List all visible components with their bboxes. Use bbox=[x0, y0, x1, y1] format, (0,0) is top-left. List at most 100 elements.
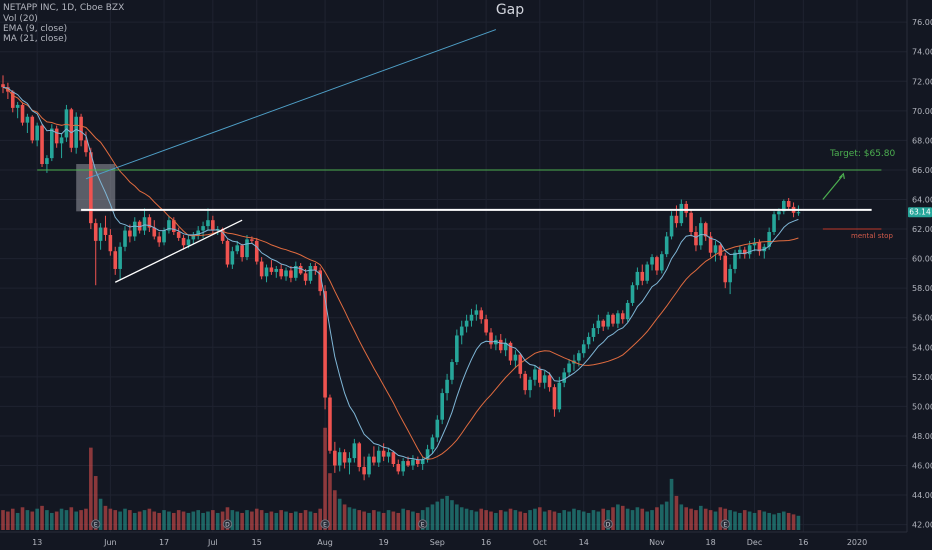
candle-body bbox=[352, 443, 357, 459]
candle-body bbox=[635, 271, 640, 286]
volume-bar bbox=[630, 510, 635, 530]
rising-support-line bbox=[114, 219, 243, 283]
volume-bar bbox=[181, 511, 186, 530]
candle-body bbox=[733, 252, 737, 269]
volume-bar bbox=[6, 511, 10, 530]
candle-body bbox=[606, 314, 610, 327]
candle-body bbox=[723, 255, 728, 283]
event-marker bbox=[418, 519, 428, 529]
x-tick-label: Jun bbox=[103, 538, 117, 547]
volume-bar bbox=[372, 510, 376, 530]
candle-body bbox=[708, 236, 713, 253]
candle-body bbox=[98, 227, 103, 241]
volume-bar bbox=[333, 490, 337, 530]
candle-body bbox=[645, 264, 649, 281]
volume-bar bbox=[152, 511, 157, 530]
candle-body bbox=[391, 452, 396, 465]
candle-body bbox=[664, 236, 669, 255]
candle-body bbox=[64, 109, 69, 138]
volume-bar bbox=[323, 427, 327, 530]
candle-body bbox=[411, 459, 415, 466]
y-tick-label: 64.00 bbox=[912, 196, 932, 205]
candle-body bbox=[333, 450, 337, 466]
volume-bar bbox=[513, 510, 518, 530]
volume-bar bbox=[308, 511, 313, 530]
y-tick-label: 66.00 bbox=[912, 166, 932, 175]
volume-bar bbox=[742, 510, 747, 530]
candle-body bbox=[767, 232, 771, 247]
candle-body bbox=[650, 257, 654, 265]
candle-body bbox=[45, 158, 49, 165]
candle-body bbox=[259, 261, 264, 277]
mental-stop-label: mental stop bbox=[851, 232, 893, 240]
volume-bar bbox=[635, 507, 640, 530]
volume-bar bbox=[1, 510, 5, 530]
volume-bar bbox=[733, 511, 737, 530]
volume-bar bbox=[567, 511, 571, 530]
volume-bar bbox=[294, 511, 298, 530]
candle-body bbox=[157, 236, 161, 243]
volume-bar bbox=[15, 512, 20, 530]
candle-body bbox=[742, 249, 747, 255]
candle-body bbox=[40, 125, 44, 165]
event-marker bbox=[720, 519, 730, 529]
volume-bar bbox=[435, 501, 440, 530]
candle-body bbox=[552, 387, 557, 410]
candle-body bbox=[567, 363, 571, 373]
x-tick-label: 16 bbox=[798, 538, 808, 547]
candle-body bbox=[108, 234, 113, 252]
event-marker-label: E bbox=[421, 522, 425, 529]
x-tick-label: 16 bbox=[481, 538, 491, 547]
volume-bar bbox=[54, 511, 59, 530]
candle-body bbox=[25, 116, 30, 123]
volume-bar bbox=[250, 511, 254, 530]
candle-body bbox=[50, 128, 54, 159]
volume-bar bbox=[523, 512, 527, 530]
y-tick-label: 72.00 bbox=[912, 77, 932, 86]
y-tick-label: 76.00 bbox=[912, 18, 932, 27]
volume-bar bbox=[191, 511, 196, 530]
event-marker-label: D bbox=[606, 522, 611, 529]
volume-bar bbox=[650, 510, 654, 530]
candle-body bbox=[513, 354, 518, 361]
volume-bar bbox=[347, 507, 352, 530]
candle-body bbox=[230, 251, 235, 265]
y-tick-label: 70.00 bbox=[912, 107, 932, 116]
volume-bar bbox=[396, 512, 401, 530]
volume-bar bbox=[728, 510, 732, 530]
y-tick-label: 46.00 bbox=[912, 462, 932, 471]
indicator-volume: Vol (20) bbox=[3, 14, 38, 24]
volume-bar bbox=[157, 512, 161, 530]
y-tick-label: 44.00 bbox=[912, 491, 932, 500]
candle-body bbox=[264, 267, 269, 277]
candle-body bbox=[684, 203, 688, 213]
candle-body bbox=[328, 397, 332, 451]
candle-body bbox=[601, 320, 606, 327]
volume-bar bbox=[767, 512, 771, 530]
volume-bar bbox=[738, 512, 742, 530]
candle-body bbox=[435, 419, 440, 438]
candle-body bbox=[489, 332, 493, 345]
candle-body bbox=[79, 116, 83, 141]
chart-title: Gap bbox=[496, 2, 524, 18]
volume-bar bbox=[660, 504, 664, 530]
volume-bar bbox=[640, 508, 645, 530]
ema-9-line bbox=[2, 86, 799, 461]
volume-bar bbox=[10, 508, 15, 530]
x-tick-label: 13 bbox=[32, 538, 42, 547]
volume-bar bbox=[616, 504, 620, 530]
volume-bar bbox=[796, 515, 801, 530]
x-tick-label: Nov bbox=[649, 538, 665, 547]
volume-bar bbox=[386, 510, 391, 530]
candle-body bbox=[660, 254, 664, 271]
volume-bar bbox=[123, 508, 127, 530]
candle-body bbox=[303, 273, 308, 281]
volume-bar bbox=[279, 510, 283, 530]
candle-body bbox=[250, 239, 254, 241]
volume-bar bbox=[679, 504, 684, 530]
volume-bar bbox=[581, 511, 586, 530]
candle-body bbox=[162, 230, 166, 243]
candle-body bbox=[596, 320, 601, 329]
volume-bar bbox=[196, 510, 200, 530]
